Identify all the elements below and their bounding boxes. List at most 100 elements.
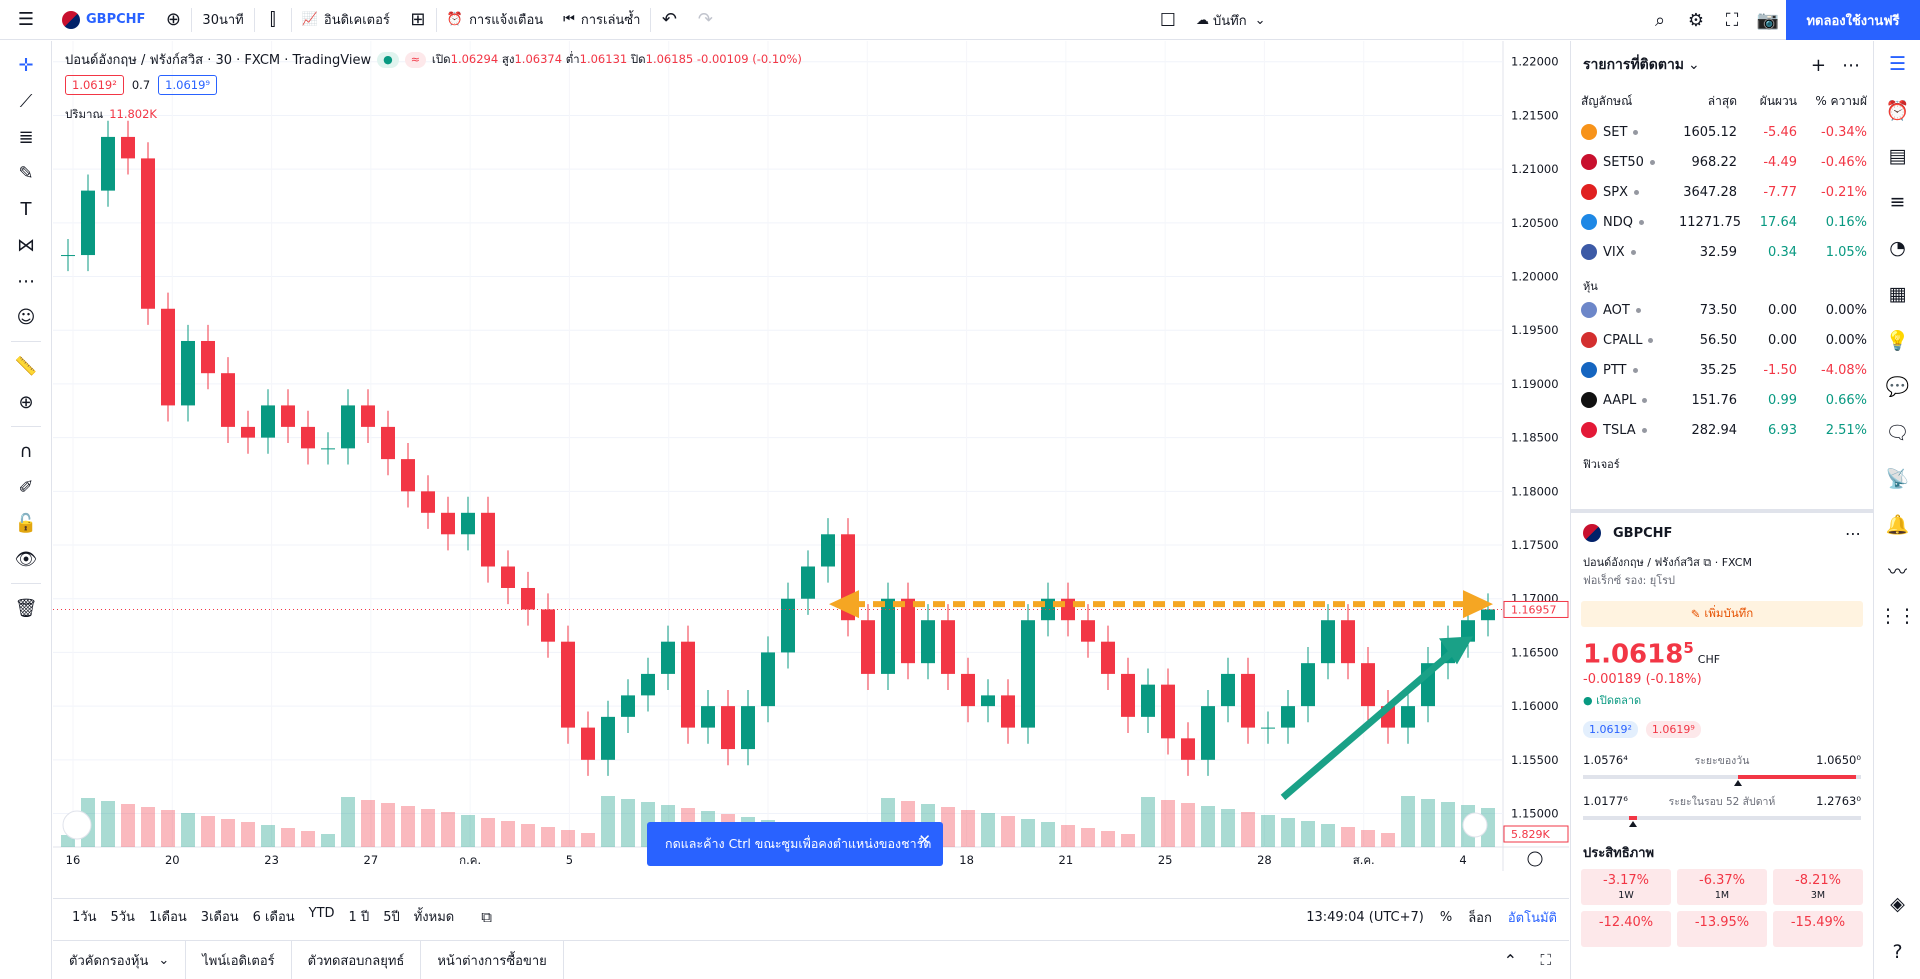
dom-icon[interactable]: ⋮⋮ [1878,605,1917,627]
gear-icon[interactable]: ⚙ [1687,9,1705,31]
add-symbol-icon[interactable]: + [1810,54,1826,76]
magnet-icon[interactable]: ∩ [19,440,33,462]
unlock-icon[interactable]: 🔓 [14,512,38,534]
delay-pill[interactable]: ≈ [404,51,426,68]
col-last[interactable]: ล่าสุด [1707,93,1737,108]
pattern-icon[interactable]: ⋈ [17,234,35,256]
ruler-icon[interactable]: 📏 [14,355,38,377]
watchlist-row[interactable]: SET 1605.12 -5.46 -0.34% [1571,117,1872,147]
timeframe-1[interactable]: 5วัน [110,910,135,925]
tab-stock-screener[interactable]: ตัวคัดกรองหุ้น ⌄ [53,940,187,979]
data-window-icon[interactable]: ◔ [1889,237,1906,259]
undo-icon[interactable]: ↶ [661,9,677,30]
trash-icon[interactable]: 🗑 [14,597,38,619]
expand-icon[interactable]: ⛶ [1725,9,1739,31]
free-trial-button[interactable]: ทดลองใช้งานฟรี [1786,0,1920,40]
timeframe-4[interactable]: 6 เดือน [252,910,295,925]
timeframe-0[interactable]: 1วัน [72,910,97,925]
details-name[interactable]: ปอนด์อังกฤษ / ฟรังก์สวิส [1583,556,1700,569]
lock-drawing-icon[interactable]: ✐ [18,476,34,498]
redo-icon[interactable]: ↷ [697,9,713,30]
fullscreen-square-icon[interactable]: ☐ [1159,9,1177,31]
notes-icon[interactable]: ≡ [1889,191,1906,213]
volume-bar [1141,797,1155,847]
add-note-button[interactable]: ✎ เพิ่มบันทึก [1581,601,1863,627]
watchlist-row[interactable]: SPX 3647.28 -7.77 -0.21% [1571,177,1872,207]
watchlist-row[interactable]: NDQ 11271.75 17.64 0.16% [1571,207,1872,237]
timeframe-3[interactable]: 3เดือน [200,910,239,925]
help-icon[interactable]: ? [1892,941,1903,963]
col-symbol[interactable]: สัญลักษณ์ [1581,93,1633,108]
close-icon[interactable]: ✕ [918,831,931,849]
collapse-chevron-icon[interactable]: ⌃ [1503,950,1517,970]
volume-tag-text: 5.829K [1511,828,1550,841]
chat-icon[interactable]: 💬 [1885,375,1910,398]
watchlist-title[interactable]: รายการที่ติดตาม [1583,57,1685,73]
external-link-icon[interactable]: ⧉ [1703,556,1715,569]
percent-toggle[interactable]: % [1439,909,1453,925]
log-toggle[interactable]: ล็อก [1468,910,1492,926]
indicators-button[interactable]: 📈 อินดิเคเตอร์ [292,0,400,40]
replay-button[interactable]: ⏮ การเล่นซ้ำ [553,0,650,40]
auto-toggle[interactable]: อัตโนมัติ [1507,910,1557,926]
symbol-search-button[interactable]: GBPCHF [52,0,155,40]
watchlist-row[interactable]: VIX 32.59 0.34 1.05% [1571,237,1872,267]
search-icon[interactable]: ⌕ [1654,9,1666,31]
tab-pine-editor[interactable]: ไพน์เอดิเตอร์ [186,940,292,979]
watchlist-row[interactable]: PTT 35.25 -1.50 -4.08% [1571,355,1872,385]
timeframe-5[interactable]: YTD [308,906,335,921]
timeframe-8[interactable]: ทั้งหมด [413,910,455,925]
save-button[interactable]: ☁ บันทึก ⌄ [1186,0,1276,40]
market-status-pill[interactable]: ● [377,51,399,68]
timeframe-2[interactable]: 1เดือน [148,910,187,925]
watchlist-row[interactable]: AOT 73.50 0.00 0.00% [1571,295,1872,325]
sell-price-button[interactable]: 1.0619² [65,75,124,95]
interval-button[interactable]: 30นาที [202,13,244,28]
watchlist-row[interactable]: TSLA 282.94 6.93 2.51% [1571,415,1872,445]
ideas-bulb-icon[interactable]: 💡 [1885,329,1910,352]
brush-icon[interactable]: ✎ [18,162,34,184]
chevron-down-icon[interactable]: ⌄ [1688,57,1700,73]
maximize-icon[interactable]: ⛶ [1540,951,1551,969]
emoji-icon[interactable]: ☺ [16,306,36,328]
trend-line-icon[interactable]: ⟋ [19,90,33,112]
calendar-icon[interactable]: ▦ [1888,283,1907,305]
clock-time[interactable]: 13:49:04 (UTC+7) [1306,909,1424,925]
trading-icon[interactable]: 〰 [1887,560,1907,583]
alerts-button[interactable]: ⏰ การแจ้งเตือน [437,0,553,40]
col-change[interactable]: ผันผวน [1759,93,1797,108]
messages-icon[interactable]: 🗨 [1885,421,1910,444]
news-icon[interactable]: ▤ [1888,145,1907,167]
watchlist-row[interactable]: CPALL 56.50 0.00 0.00% [1571,325,1872,355]
alarm-icon[interactable]: ⏰ [1885,99,1910,122]
zoom-in-icon[interactable]: ⊕ [18,391,34,413]
measure-icon[interactable]: ⋯ [17,270,35,292]
chart-area[interactable]: 1.22000 1.21500 1.21000 1.20500 1.20000 1.195… [53,41,1569,871]
watchlist-row[interactable]: SET50 968.22 -4.49 -0.46% [1571,147,1872,177]
camera-icon[interactable]: 📷 [1756,9,1780,31]
compare-plus-icon[interactable]: ⊕ [165,9,181,30]
price-chart[interactable]: 1.22000 1.21500 1.21000 1.20500 1.20000 1.195… [53,41,1569,871]
timeframe-6[interactable]: 1 ปี [348,910,370,925]
watchlist-row[interactable]: AAPL 151.76 0.99 0.66% [1571,385,1872,415]
streams-icon[interactable]: 📡 [1885,467,1910,490]
eye-icon[interactable]: 👁 [14,548,38,570]
crosshair-icon[interactable]: ✛ [18,54,34,76]
hamburger-icon[interactable]: ☰ [17,9,35,30]
timeframe-7[interactable]: 5ปี [383,910,400,925]
date-range-icon[interactable]: ⧉ [481,907,492,926]
fib-lines-icon[interactable]: ≣ [18,126,34,148]
watchlist-icon[interactable]: ☰ [1888,53,1907,75]
buy-price-button[interactable]: 1.0619⁹ [158,75,218,95]
tab-strategy-tester[interactable]: ตัวทดสอบกลยุทธ์ [292,940,422,979]
layers-icon[interactable]: ◈ [1890,893,1905,915]
more-icon[interactable]: ⋯ [1845,523,1861,543]
col-change-pct[interactable]: % ความผั [1815,93,1867,108]
more-icon[interactable]: ⋯ [1842,54,1860,76]
notifications-bell-icon[interactable]: 🔔 [1885,513,1910,536]
layouts-grid-icon[interactable]: ⊞ [410,9,426,30]
candles-icon[interactable]: ⫿ [269,9,276,30]
tab-trading-panel[interactable]: หน้าต่างการซื้อขาย [421,940,564,979]
details-symbol[interactable]: GBPCHF [1613,525,1673,541]
text-icon[interactable]: T [20,198,32,220]
